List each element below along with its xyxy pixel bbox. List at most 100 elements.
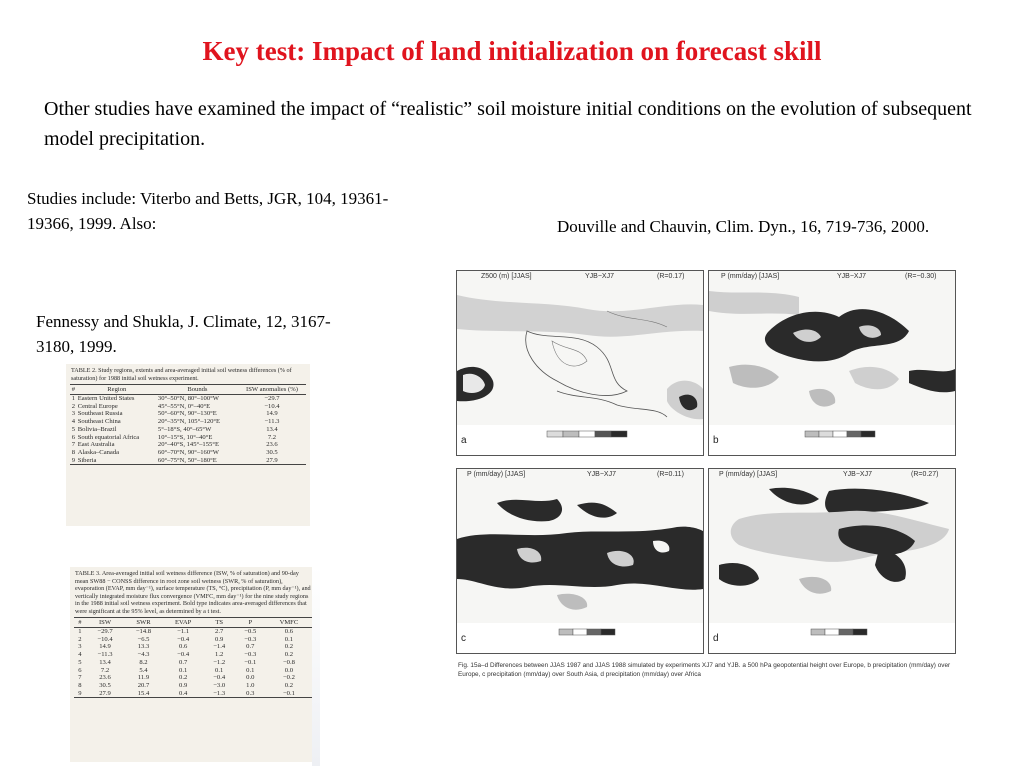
table-row: 3 Southeast Russia 50°–60°N, 90°–130°E 14.9 [70, 410, 306, 418]
table-cell: −3.0 [213, 681, 226, 689]
table-cell: Eastern United States [77, 395, 135, 402]
table-cell: 10°–15°S, 10°–40°E [157, 433, 213, 441]
table-cell: 1.2 [215, 651, 224, 659]
table-cell: 2.7 [215, 628, 224, 635]
table-cell: 6 [78, 666, 82, 674]
citation-douville-chauvin: Douville and Chauvin, Clim. Dyn., 16, 71… [557, 217, 930, 236]
table-row: 5 Bolivia–Brazil 5°–18°S, 40°–65°W 13.4 [70, 426, 306, 434]
table-cell: 27.9 [237, 456, 306, 466]
map-c-contours [457, 481, 703, 653]
table-header: EVAP [162, 617, 204, 628]
panel-a-label: a [461, 435, 467, 446]
table-cell: 8 [78, 681, 82, 689]
table-2: # Region Bounds ISW anomalies (%) 1 Easte… [70, 384, 306, 466]
table-cell: 27.9 [85, 689, 125, 699]
table-cell: −6.5 [137, 635, 150, 643]
table-cell: 4 [71, 418, 75, 426]
table-cell: 45°–55°N, 0°–40°E [157, 402, 211, 410]
table-cell: 0.2 [284, 643, 294, 651]
table-cell: 0.3 [234, 689, 266, 699]
scanned-table-3: TABLE 3. Area-averaged initial soil wetn… [70, 567, 316, 762]
table-2-header-row: # Region Bounds ISW anomalies (%) [70, 384, 306, 395]
table-cell: 0.2 [179, 674, 188, 682]
table-cell: 30.5 [266, 448, 278, 456]
table-cell: 7.2 [100, 666, 110, 674]
table-cell: 20°–35°N, 105°–120°E [157, 418, 221, 426]
table-header: ISW anomalies (%) [237, 384, 306, 395]
table-cell: 0.7 [246, 643, 255, 651]
table-row: 8 Alaska–Canada 60°–70°N, 90°–160°W 30.5 [70, 449, 306, 457]
panel-c-label: c [461, 633, 466, 644]
panel-c-variable: P (mm/day) [JJAS] [467, 471, 526, 478]
table-cell: 7 [78, 674, 82, 682]
table-cell: 30°–50°N, 80°–100°W [157, 395, 219, 402]
table-cell: 15.4 [124, 689, 163, 699]
panel-d-variable: P (mm/day) [JJAS] [719, 471, 778, 478]
panel-b-experiment: YJB−XJ7 [837, 273, 866, 280]
scan-edge [312, 566, 320, 766]
map-panel-b: P (mm/day) [JJAS] YJB−XJ7 (R=−0.30) b [708, 270, 956, 456]
panel-b-header: P (mm/day) [JJAS] YJB−XJ7 (R=−0.30) [709, 271, 955, 283]
panel-b-correlation: (R=−0.30) [905, 273, 937, 280]
table-row: 3 14.9 13.3 0.6 −1.4 0.7 0.2 [74, 643, 312, 651]
table-cell: −4.3 [137, 651, 150, 659]
table-cell: −0.1 [265, 689, 312, 699]
table-cell: 5°–18°S, 40°–65°W [157, 425, 212, 433]
table-cell: −0.4 [177, 635, 190, 643]
table-cell: −0.3 [244, 635, 257, 643]
table-cell: 0.0 [246, 674, 255, 682]
table-cell: 20.7 [137, 681, 150, 689]
table-row: 8 30.5 20.7 0.9 −3.0 1.0 0.2 [74, 682, 312, 690]
table-cell: 0.1 [246, 666, 255, 674]
table-cell: 7 [71, 441, 75, 449]
table-header: P [234, 617, 266, 628]
table-cell: −29.7 [97, 628, 113, 635]
table-header: # [70, 384, 77, 395]
table-cell: 2 [78, 635, 82, 643]
table-row: 6 South equatorial Africa 10°–15°S, 10°–40… [70, 434, 306, 442]
table-cell: 9 [74, 689, 86, 699]
table-cell: 5 [71, 425, 75, 433]
table-cell: 0.2 [284, 651, 294, 659]
table-cell: 0.2 [284, 681, 294, 689]
table-cell: 50°–60°N, 90°–130°E [157, 410, 217, 418]
table-cell: 0.7 [179, 658, 188, 666]
table-cell: 13.3 [137, 643, 150, 651]
table-row: 2 −10.4 −6.5 −0.4 0.9 −0.3 0.1 [74, 636, 312, 644]
table-header: # [74, 617, 86, 628]
map-d-contours [709, 481, 955, 653]
panel-d-label: d [713, 633, 719, 644]
table-cell: 1 [78, 628, 82, 635]
table-row: 4 −11.3 −4.3 −0.4 1.2 −0.3 0.2 [74, 651, 312, 659]
citation-fennessy-shukla: Fennessy and Shukla, J. Climate, 12, 316… [36, 312, 331, 356]
panel-b-variable: P (mm/day) [JJAS] [721, 273, 780, 280]
table-cell: 3 [78, 643, 82, 651]
table-cell: −10.4 [264, 402, 280, 410]
table-cell: Southeast Russia [77, 410, 123, 418]
table-cell: 0.1 [284, 635, 294, 643]
panel-d-correlation: (R=0.27) [911, 471, 939, 478]
panel-a-header: Z500 (m) [JJAS] YJB−XJ7 (R=0.17) [457, 271, 703, 283]
table-cell: Siberia [76, 456, 157, 466]
table-cell: −1.4 [213, 643, 226, 651]
panel-c-header: P (mm/day) [JJAS] YJB−XJ7 (R=0.11) [457, 469, 703, 481]
table-cell: 60°–70°N, 90°–160°W [157, 448, 219, 456]
table-cell: 11.9 [137, 674, 150, 682]
table-cell: 8.2 [139, 658, 148, 666]
table-cell: −0.5 [244, 628, 257, 635]
table-cell: 8 [71, 448, 75, 456]
table-cell: 0.1 [215, 666, 224, 674]
table-cell: Southeast China [77, 418, 121, 426]
table-row: 2 Central Europe 45°–55°N, 0°–40°E −10.4 [70, 403, 306, 411]
table-cell: 23.6 [266, 441, 278, 449]
table-header: SWR [124, 617, 163, 628]
panel-a-variable: Z500 (m) [JJAS] [481, 273, 532, 280]
table-cell: −0.4 [177, 651, 190, 659]
table-cell: 1.0 [246, 681, 255, 689]
table-cell: −14.8 [135, 628, 152, 635]
table-cell: Bolivia–Brazil [77, 425, 117, 433]
panel-a-correlation: (R=0.17) [657, 273, 685, 280]
table-cell: −1.2 [213, 658, 226, 666]
panel-c-experiment: YJB−XJ7 [587, 471, 616, 478]
citation-viterbo-betts: Studies include: Viterbo and Betts, JGR,… [27, 189, 389, 233]
